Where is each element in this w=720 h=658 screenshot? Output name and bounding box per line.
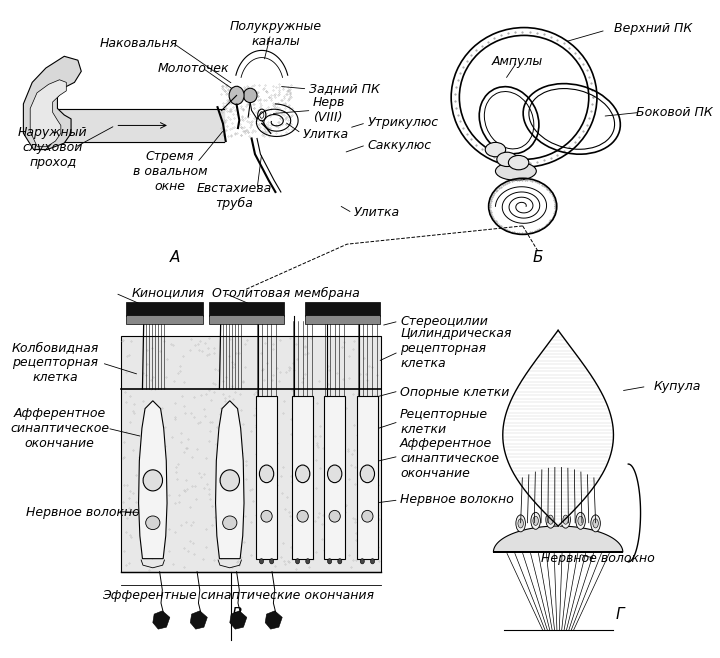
Text: Полукружные
каналы: Полукружные каналы <box>230 20 322 48</box>
Text: Молоточек: Молоточек <box>158 61 230 74</box>
Text: Наковальня: Наковальня <box>100 37 179 50</box>
Ellipse shape <box>533 517 539 525</box>
Bar <box>305 301 379 316</box>
Text: Колбовидная
рецепторная
клетка: Колбовидная рецепторная клетка <box>12 342 99 384</box>
Polygon shape <box>30 80 66 146</box>
Text: Стремя
в овальном
окне: Стремя в овальном окне <box>132 149 207 193</box>
Text: Нерв
(VIII): Нерв (VIII) <box>313 97 346 124</box>
Ellipse shape <box>371 559 374 564</box>
Text: Г: Г <box>615 607 624 622</box>
Bar <box>210 301 284 316</box>
Text: Саккулюс: Саккулюс <box>367 139 431 151</box>
Ellipse shape <box>578 517 583 525</box>
Text: Киноцилия: Киноцилия <box>132 287 205 299</box>
Polygon shape <box>292 395 313 559</box>
Text: Отолитовая мембрана: Отолитовая мембрана <box>212 287 359 299</box>
Ellipse shape <box>145 516 160 530</box>
Text: Утрикулюс: Утрикулюс <box>367 116 438 130</box>
Ellipse shape <box>306 559 310 564</box>
Ellipse shape <box>258 109 266 121</box>
Bar <box>305 315 379 324</box>
Bar <box>121 336 381 572</box>
Text: Нервное волокно: Нервное волокно <box>26 507 140 519</box>
Text: Опорные клетки: Опорные клетки <box>400 386 510 399</box>
Text: Боковой ПК: Боковой ПК <box>636 106 712 119</box>
Text: А: А <box>170 250 181 265</box>
Ellipse shape <box>576 513 585 529</box>
Ellipse shape <box>563 515 568 524</box>
Ellipse shape <box>261 511 272 522</box>
Ellipse shape <box>546 511 555 528</box>
Ellipse shape <box>222 516 237 530</box>
Text: Ампулы: Ампулы <box>492 55 543 68</box>
Ellipse shape <box>485 142 505 157</box>
Text: Нервное волокно: Нервное волокно <box>400 494 514 507</box>
Ellipse shape <box>531 513 541 529</box>
Ellipse shape <box>591 515 600 532</box>
Text: Афферентное
синаптическое
окончание: Афферентное синаптическое окончание <box>10 407 109 449</box>
Ellipse shape <box>328 465 342 483</box>
Ellipse shape <box>328 559 332 564</box>
Text: Наружный
слуховой
проход: Наружный слуховой проход <box>18 126 88 169</box>
Text: Задний ПК: Задний ПК <box>310 82 380 95</box>
Ellipse shape <box>518 519 523 528</box>
Ellipse shape <box>338 559 342 564</box>
Ellipse shape <box>143 470 163 491</box>
Polygon shape <box>138 401 167 559</box>
Ellipse shape <box>360 465 374 483</box>
Text: Рецепторные
клетки: Рецепторные клетки <box>400 408 488 436</box>
Ellipse shape <box>220 470 240 491</box>
Polygon shape <box>256 395 276 559</box>
Text: Верхний ПК: Верхний ПК <box>614 22 693 36</box>
Bar <box>125 315 202 324</box>
Ellipse shape <box>260 112 264 118</box>
Ellipse shape <box>561 511 570 528</box>
Ellipse shape <box>548 515 554 524</box>
Polygon shape <box>153 611 170 629</box>
Ellipse shape <box>295 465 310 483</box>
Ellipse shape <box>295 559 300 564</box>
Polygon shape <box>325 395 345 559</box>
Ellipse shape <box>259 559 264 564</box>
Polygon shape <box>215 401 244 559</box>
Ellipse shape <box>297 511 308 522</box>
Text: В: В <box>231 607 242 622</box>
Text: Улитка: Улитка <box>302 128 348 141</box>
Text: Цилиндрическая
рецепторная
клетка: Цилиндрическая рецепторная клетка <box>400 327 511 370</box>
Ellipse shape <box>269 559 274 564</box>
Polygon shape <box>265 611 282 629</box>
Text: Эфферентные синаптические окончания: Эфферентные синаптические окончания <box>102 589 374 601</box>
Ellipse shape <box>497 152 517 166</box>
Polygon shape <box>493 526 623 552</box>
Text: Стереоцилии: Стереоцилии <box>400 315 488 328</box>
Ellipse shape <box>508 155 528 170</box>
Ellipse shape <box>259 465 274 483</box>
Text: Нервное волокно: Нервное волокно <box>541 552 654 565</box>
Ellipse shape <box>243 88 257 103</box>
Polygon shape <box>357 395 377 559</box>
Ellipse shape <box>516 515 526 532</box>
Bar <box>210 315 284 324</box>
Bar <box>125 301 202 316</box>
Ellipse shape <box>329 511 341 522</box>
Ellipse shape <box>361 511 373 522</box>
Text: Улитка: Улитка <box>354 207 400 219</box>
Ellipse shape <box>495 162 536 180</box>
Polygon shape <box>23 57 81 149</box>
Text: Афферентное
синаптическое
окончание: Афферентное синаптическое окончание <box>400 437 499 480</box>
Ellipse shape <box>229 86 244 105</box>
Ellipse shape <box>593 519 598 528</box>
Text: Евстахиева
труба: Евстахиева труба <box>197 182 272 210</box>
Polygon shape <box>230 611 247 629</box>
Polygon shape <box>190 611 207 629</box>
Text: Купула: Купула <box>654 380 701 393</box>
Ellipse shape <box>360 559 364 564</box>
Text: Б: Б <box>532 250 543 265</box>
